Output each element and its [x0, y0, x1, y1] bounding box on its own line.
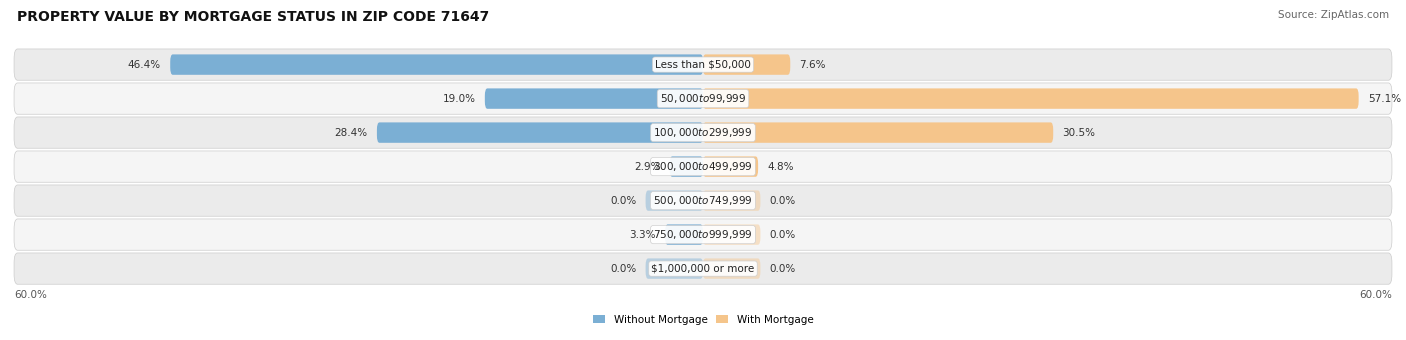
FancyBboxPatch shape — [665, 224, 703, 245]
FancyBboxPatch shape — [703, 258, 761, 279]
FancyBboxPatch shape — [703, 88, 1358, 109]
Text: 3.3%: 3.3% — [630, 230, 657, 240]
Text: 46.4%: 46.4% — [128, 59, 162, 70]
FancyBboxPatch shape — [14, 253, 1392, 284]
FancyBboxPatch shape — [14, 185, 1392, 216]
Text: 60.0%: 60.0% — [14, 290, 46, 300]
Text: $500,000 to $749,999: $500,000 to $749,999 — [654, 194, 752, 207]
Legend: Without Mortgage, With Mortgage: Without Mortgage, With Mortgage — [593, 315, 813, 325]
Text: $1,000,000 or more: $1,000,000 or more — [651, 264, 755, 274]
FancyBboxPatch shape — [170, 54, 703, 75]
Text: $100,000 to $299,999: $100,000 to $299,999 — [654, 126, 752, 139]
Text: $50,000 to $99,999: $50,000 to $99,999 — [659, 92, 747, 105]
FancyBboxPatch shape — [669, 156, 703, 177]
FancyBboxPatch shape — [377, 122, 703, 143]
FancyBboxPatch shape — [14, 151, 1392, 182]
FancyBboxPatch shape — [485, 88, 703, 109]
FancyBboxPatch shape — [703, 156, 758, 177]
Text: $750,000 to $999,999: $750,000 to $999,999 — [654, 228, 752, 241]
Text: 60.0%: 60.0% — [1360, 290, 1392, 300]
Text: PROPERTY VALUE BY MORTGAGE STATUS IN ZIP CODE 71647: PROPERTY VALUE BY MORTGAGE STATUS IN ZIP… — [17, 10, 489, 24]
Text: Source: ZipAtlas.com: Source: ZipAtlas.com — [1278, 10, 1389, 20]
Text: 57.1%: 57.1% — [1368, 94, 1400, 104]
Text: 0.0%: 0.0% — [610, 195, 637, 206]
Text: Less than $50,000: Less than $50,000 — [655, 59, 751, 70]
FancyBboxPatch shape — [703, 122, 1053, 143]
Text: 7.6%: 7.6% — [800, 59, 825, 70]
Text: 2.9%: 2.9% — [634, 162, 661, 172]
FancyBboxPatch shape — [14, 117, 1392, 148]
FancyBboxPatch shape — [703, 190, 761, 211]
FancyBboxPatch shape — [645, 190, 703, 211]
Text: 4.8%: 4.8% — [768, 162, 794, 172]
FancyBboxPatch shape — [645, 258, 703, 279]
Text: 0.0%: 0.0% — [769, 230, 796, 240]
Text: $300,000 to $499,999: $300,000 to $499,999 — [654, 160, 752, 173]
Text: 0.0%: 0.0% — [610, 264, 637, 274]
Text: 28.4%: 28.4% — [335, 128, 368, 138]
FancyBboxPatch shape — [703, 54, 790, 75]
FancyBboxPatch shape — [14, 49, 1392, 80]
FancyBboxPatch shape — [703, 224, 761, 245]
Text: 30.5%: 30.5% — [1063, 128, 1095, 138]
Text: 0.0%: 0.0% — [769, 195, 796, 206]
FancyBboxPatch shape — [14, 219, 1392, 250]
FancyBboxPatch shape — [14, 83, 1392, 114]
Text: 19.0%: 19.0% — [443, 94, 475, 104]
Text: 0.0%: 0.0% — [769, 264, 796, 274]
